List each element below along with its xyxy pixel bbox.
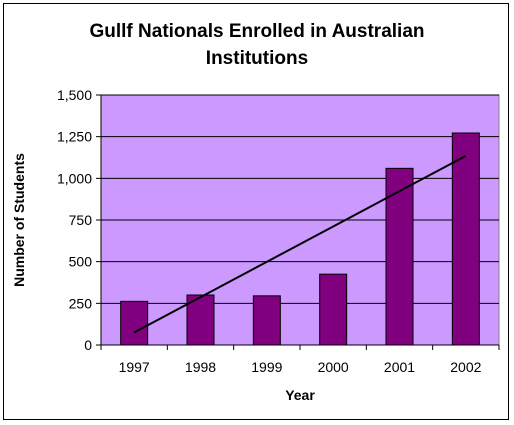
bars xyxy=(120,132,480,346)
y-tick-label: 250 xyxy=(69,295,93,311)
y-tick-label: 1,250 xyxy=(57,129,92,145)
x-tick-label: 2000 xyxy=(318,359,349,375)
bar-1997 xyxy=(120,300,149,346)
x-tick-label: 2001 xyxy=(384,359,415,375)
y-tick-label: 0 xyxy=(84,337,92,353)
x-tick-label: 2002 xyxy=(450,359,481,375)
gridlines xyxy=(101,94,499,304)
chart-title-line-2: Institutions xyxy=(205,48,309,69)
y-tick-label: 1,500 xyxy=(57,87,92,103)
x-tick-label: 1998 xyxy=(185,359,216,375)
y-tick-labels: 0 250 500 750 1,000 1,250 1,500 xyxy=(57,87,92,353)
x-tick-label: 1997 xyxy=(119,359,150,375)
y-tick-label: 750 xyxy=(69,212,93,228)
trendline xyxy=(133,154,467,334)
x-tick-labels: 1997 1998 1999 2000 2001 2002 xyxy=(119,359,482,375)
bar-2000 xyxy=(319,273,348,346)
chart-title-line-1: Gullf Nationals Enrolled in Australian xyxy=(89,21,425,42)
x-tick-label: 1999 xyxy=(251,359,282,375)
bar-1998 xyxy=(186,294,215,346)
axes xyxy=(96,94,500,350)
y-tick-label: 500 xyxy=(69,254,93,270)
bar-2002 xyxy=(451,132,480,346)
x-axis-label: Year xyxy=(285,387,315,403)
bar-2001 xyxy=(385,167,414,346)
bar-1999 xyxy=(252,295,281,346)
y-axis-label: Number of Students xyxy=(11,153,27,287)
y-tick-label: 1,000 xyxy=(57,170,92,186)
